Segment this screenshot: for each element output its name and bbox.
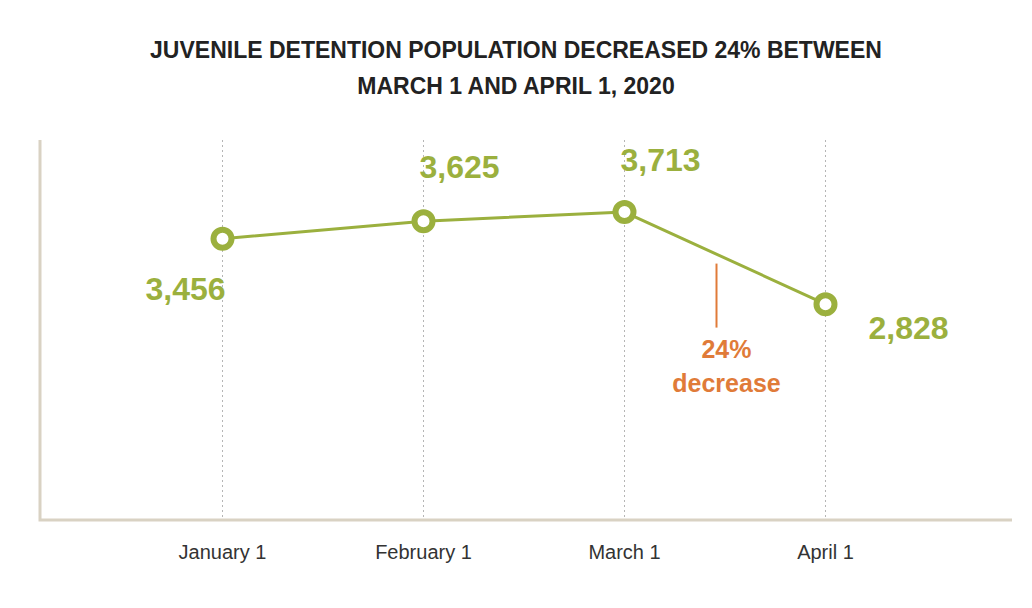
svg-text:2,828: 2,828 — [868, 310, 948, 346]
svg-text:February 1: February 1 — [375, 541, 472, 563]
svg-text:January 1: January 1 — [179, 541, 267, 563]
svg-text:3,456: 3,456 — [145, 271, 225, 307]
svg-text:March 1: March 1 — [588, 541, 660, 563]
svg-text:24%decrease: 24%decrease — [672, 335, 781, 397]
svg-text:3,713: 3,713 — [620, 142, 700, 178]
svg-text:3,625: 3,625 — [419, 149, 499, 185]
html-text:JUVENILE DETENTION POPULATION: JUVENILE DETENTION POPULATION DECREASED … — [150, 37, 882, 99]
svg-text:April 1: April 1 — [797, 541, 854, 563]
